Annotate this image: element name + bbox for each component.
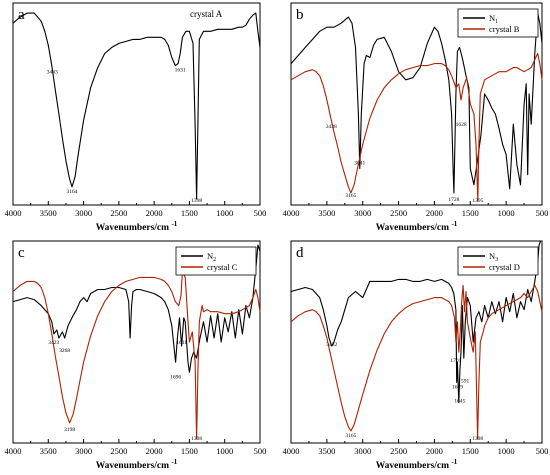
peak-label: 1611 <box>176 340 187 346</box>
legend-entry: N1 <box>489 13 498 25</box>
x-tick-label: 3000 <box>75 208 92 218</box>
panel-letter: b <box>296 7 304 23</box>
x-tick-label: 2500 <box>110 208 127 218</box>
peak-label: 3432 <box>326 342 337 348</box>
peak-label: 3041 <box>354 161 365 167</box>
legend-box <box>175 246 257 276</box>
x-tick-label: 500 <box>536 446 549 456</box>
x-tick-label: 500 <box>536 208 549 218</box>
plot-frame <box>12 2 261 206</box>
legend-entry: crystal B <box>489 24 520 34</box>
series-caption: crystal A <box>190 9 223 19</box>
x-tick-label: 4000 <box>283 208 300 218</box>
x-tick-label: 1500 <box>181 446 198 456</box>
peak-label: 3443 <box>47 70 58 76</box>
panel-a: 4000 3500 3000 2500 2000 1500 1000 500 Wavenumbe… <box>5 2 267 233</box>
legend-entry: N2 <box>207 251 216 263</box>
peak-label: 1628 <box>456 122 467 128</box>
x-tick-label: 3500 <box>40 208 57 218</box>
x-tick-label: 2000 <box>146 208 163 218</box>
peak-label: 3165 <box>345 193 356 199</box>
peak-label: 1679 <box>452 384 463 390</box>
series-line-2 <box>12 270 261 440</box>
x-tick-label: 1500 <box>181 208 198 218</box>
x-tick-label: 1000 <box>498 208 515 218</box>
x-axis-label: Wavenumbers/cm -1 <box>96 220 178 233</box>
x-tick-label: 2500 <box>390 208 407 218</box>
series-line-2 <box>290 52 543 202</box>
peak-label: 3268 <box>59 348 70 354</box>
peak-label: 3438 <box>326 124 337 130</box>
legend-entry: N3 <box>489 251 498 263</box>
peak-label: 3198 <box>64 427 75 433</box>
peak-label: 1398 <box>472 436 483 442</box>
peak-label: 3423 <box>48 340 59 346</box>
x-tick-label: 4000 <box>5 208 22 218</box>
series-line-1 <box>290 12 543 194</box>
panel-letter: a <box>18 7 25 23</box>
x-tick-label: 3500 <box>318 446 335 456</box>
x-tick-label: 2000 <box>426 208 443 218</box>
x-tick-label: 2000 <box>146 446 163 456</box>
panel-b: 4000 3500 3000 2500 2000 1500 1000 500 Wavenumbe… <box>283 2 549 233</box>
x-tick-label: 3000 <box>354 446 371 456</box>
x-tick-label: 500 <box>254 208 267 218</box>
x-axis-label: Wavenumbers/cm -1 <box>96 458 178 471</box>
x-tick-label: 3500 <box>40 446 57 456</box>
peak-label: 1728 <box>448 197 459 203</box>
x-tick-label: 4000 <box>5 446 22 456</box>
x-axis-label: Wavenumbers/cm -1 <box>376 458 458 471</box>
x-tick-label: 1000 <box>216 446 233 456</box>
x-tick-label: 3000 <box>354 208 371 218</box>
series-line-1 <box>12 12 261 200</box>
peak-label: 1645 <box>454 399 465 405</box>
x-tick-label: 2500 <box>390 446 407 456</box>
x-tick-label: 3000 <box>75 446 92 456</box>
peak-label: 1701 <box>450 358 461 364</box>
legend-box <box>457 8 539 38</box>
peak-label: 1398 <box>191 436 202 442</box>
x-tick-label: 1000 <box>498 446 515 456</box>
peak-label: 1398 <box>191 198 202 204</box>
x-tick-label: 1000 <box>216 208 233 218</box>
legend-entry: crystal D <box>489 262 520 272</box>
x-tick-label: 1500 <box>462 446 479 456</box>
peak-label: 1591 <box>458 378 469 384</box>
x-tick-label: 2500 <box>110 446 127 456</box>
panel-letter: c <box>18 245 25 261</box>
x-axis-label: Wavenumbers/cm -1 <box>376 220 458 233</box>
x-tick-label: 3500 <box>318 208 335 218</box>
panel-c: 4000 3500 3000 2500 2000 1500 1000 500 Wavenumbe… <box>5 240 267 471</box>
peak-label: 3164 <box>66 189 77 195</box>
panel-d: 4000 3500 3000 2500 2000 1500 1000 500 Wavenumbe… <box>283 240 549 471</box>
series-line-1 <box>290 240 542 404</box>
x-tick-label: 500 <box>254 446 267 456</box>
legend-entry: crystal C <box>207 262 238 272</box>
peak-label: 3165 <box>345 433 356 439</box>
peak-label: 1631 <box>175 68 186 74</box>
peak-label: 1395 <box>472 198 483 204</box>
panel-letter: d <box>296 245 304 261</box>
series-line-1 <box>12 244 261 373</box>
peak-label: 1696 <box>170 374 181 380</box>
legend-box <box>457 246 539 276</box>
x-tick-label: 4000 <box>283 446 300 456</box>
x-tick-label: 2000 <box>426 446 443 456</box>
x-tick-label: 1500 <box>462 208 479 218</box>
series-line-2 <box>290 284 543 440</box>
